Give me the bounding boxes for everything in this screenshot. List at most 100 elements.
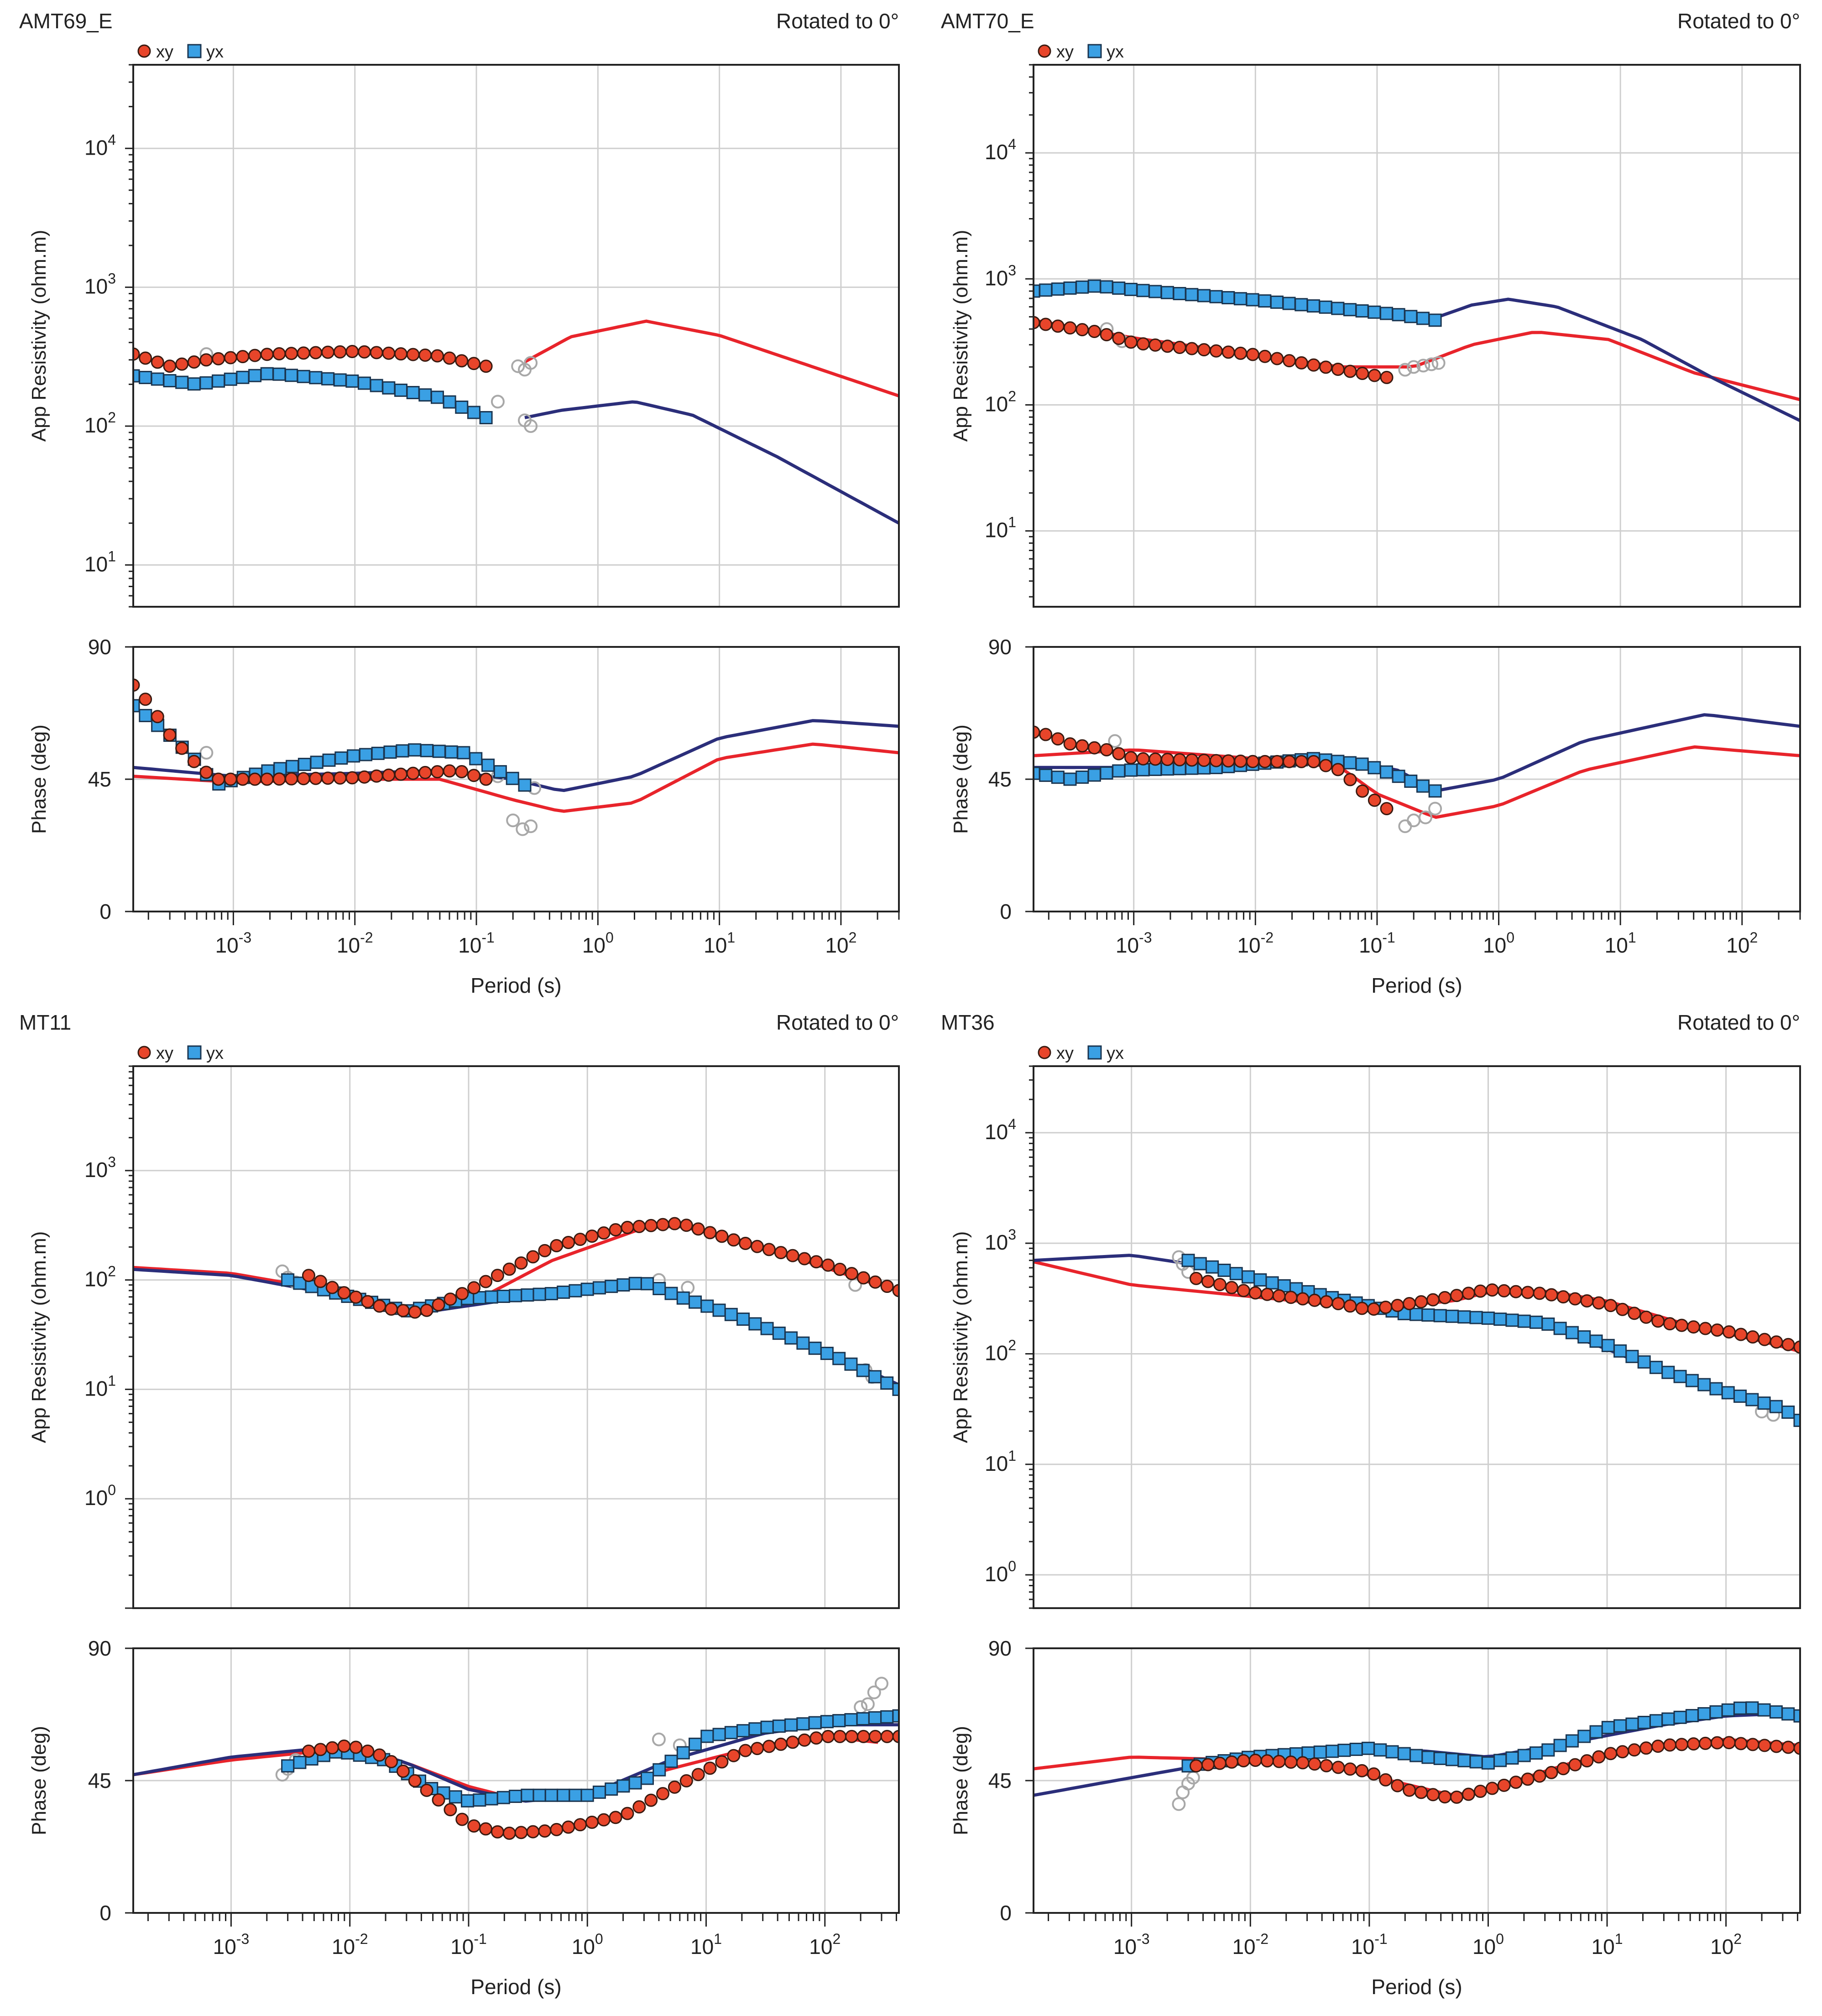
rho-xy-point bbox=[1331, 363, 1345, 376]
phase-masked-point bbox=[1428, 802, 1442, 816]
phase-yx-point bbox=[676, 1746, 690, 1760]
rho-xy-point bbox=[1272, 1289, 1286, 1303]
rho-yx-point bbox=[868, 1370, 882, 1384]
phase-xy-point bbox=[1213, 1756, 1227, 1770]
rho-xy-point bbox=[644, 1219, 658, 1232]
rho-masked-point bbox=[524, 356, 538, 370]
phase-yx-point bbox=[1697, 1707, 1711, 1720]
rho-yx-point bbox=[689, 1295, 702, 1309]
rho-yx-point bbox=[796, 1336, 810, 1350]
phase-yx-point bbox=[1457, 1754, 1471, 1767]
phase-yx-point bbox=[533, 1788, 546, 1802]
rho-tick-label: 102 bbox=[84, 1263, 116, 1291]
phase-yx-point bbox=[1368, 761, 1381, 775]
rho-yx-point bbox=[309, 371, 323, 385]
rho-yx-point bbox=[1404, 310, 1418, 323]
rho-xy-point bbox=[248, 349, 262, 362]
phase-data bbox=[133, 1677, 899, 1840]
rho-yx-point bbox=[844, 1357, 858, 1371]
phase-plot: 0 45 90 10-3 10-2 10-1 100 101 102 Period (s) Phas… bbox=[950, 1636, 1801, 1999]
rho-yx-point bbox=[1530, 1315, 1543, 1329]
phase-xy-point bbox=[212, 772, 225, 786]
rho-yx-point bbox=[1541, 1317, 1555, 1331]
rho-yx-point bbox=[236, 370, 250, 384]
phase-yx-point bbox=[1553, 1739, 1567, 1752]
phase-xy-point bbox=[1675, 1738, 1688, 1751]
rho-xy-point bbox=[809, 1255, 823, 1269]
rho-yx-point bbox=[1343, 303, 1357, 317]
phase-xy-point bbox=[1734, 1737, 1748, 1750]
rho-yx-point bbox=[820, 1347, 834, 1360]
phase-xy-point bbox=[151, 710, 164, 724]
rho-yx-point bbox=[808, 1341, 822, 1355]
rho-yx-point bbox=[1265, 1276, 1279, 1290]
phase-yx-point bbox=[796, 1717, 810, 1731]
phase-yx-point bbox=[449, 1790, 462, 1804]
rho-yx-point bbox=[333, 373, 347, 387]
rho-xy-point bbox=[1426, 1293, 1440, 1307]
phase-xy-point bbox=[345, 771, 359, 785]
phase-yx-point bbox=[700, 1729, 714, 1743]
phase-yx-point bbox=[1601, 1721, 1615, 1735]
phase-yx-point bbox=[1404, 774, 1418, 788]
rho-model-curve-xy bbox=[1034, 318, 1800, 401]
rho-xy-point bbox=[1124, 335, 1138, 349]
rho-xy-point bbox=[562, 1236, 575, 1250]
resistivity-plot: 100 101 102 103 104 App Resistivity (ohm.m) bbox=[950, 1065, 1801, 1609]
phase-yx-point bbox=[493, 765, 507, 779]
rho-yx-point bbox=[163, 374, 177, 388]
legend-xy-marker bbox=[137, 44, 151, 58]
phase-xy-point bbox=[1331, 763, 1345, 776]
rho-tick-label: 101 bbox=[985, 1448, 1016, 1475]
rho-yx-point bbox=[1209, 290, 1223, 303]
phase-yx-point bbox=[1075, 771, 1089, 784]
rho-xy-point bbox=[1722, 1325, 1736, 1339]
phase-yx-point bbox=[1733, 1701, 1747, 1715]
rho-xy-point bbox=[1260, 1287, 1274, 1301]
phase-xy-point bbox=[349, 1740, 363, 1754]
rho-yx-point bbox=[1757, 1396, 1771, 1410]
phase-xy-point bbox=[585, 1815, 599, 1829]
rho-xy-point bbox=[774, 1246, 788, 1260]
rho-yx-point bbox=[248, 369, 262, 382]
phase-yx-point bbox=[444, 745, 458, 759]
phase-xy-point bbox=[1149, 752, 1162, 766]
rho-tick-label: 104 bbox=[985, 1116, 1016, 1144]
rho-xy-point bbox=[502, 1262, 516, 1276]
rho-xy-point bbox=[212, 352, 225, 365]
phase-tick-label: 0 bbox=[1000, 1901, 1012, 1925]
phase-yx-point bbox=[772, 1719, 786, 1733]
rho-xy-point bbox=[382, 346, 396, 360]
phase-xy-point bbox=[1209, 754, 1223, 767]
phase-xy-point bbox=[1136, 752, 1150, 766]
phase-yx-point bbox=[1721, 1703, 1735, 1717]
phase-xy-point bbox=[1403, 1783, 1416, 1797]
phase-xy-point bbox=[821, 1729, 835, 1743]
rho-xy-point bbox=[1222, 345, 1235, 359]
phase-xy-point bbox=[856, 1729, 870, 1743]
phase-yx-point bbox=[628, 1776, 642, 1790]
rho-xy-point bbox=[1628, 1307, 1641, 1320]
rho-yx-point bbox=[1433, 1309, 1447, 1323]
rho-xy-point bbox=[1450, 1289, 1463, 1302]
phase-xy-point bbox=[418, 766, 432, 779]
rho-yx-point bbox=[1063, 281, 1077, 295]
rho-yx-point bbox=[1295, 298, 1308, 312]
phase-yx-point bbox=[1063, 772, 1077, 786]
rho-xy-point bbox=[656, 1218, 670, 1231]
rho-tick-label: 104 bbox=[84, 131, 116, 159]
rho-xy-point bbox=[430, 349, 444, 363]
rho-yx-point bbox=[533, 1287, 546, 1301]
rho-yx-point bbox=[1355, 304, 1369, 318]
rho-xy-point bbox=[573, 1233, 587, 1246]
rho-tick-label: 103 bbox=[985, 1226, 1016, 1254]
rho-xy-point bbox=[1307, 358, 1321, 372]
rho-yx-point bbox=[1589, 1334, 1603, 1348]
rho-xy-point bbox=[370, 346, 383, 359]
rho-tick-label: 102 bbox=[985, 388, 1016, 416]
rho-data bbox=[133, 1217, 899, 1396]
rho-xy-point bbox=[1201, 1275, 1215, 1288]
rotation-label: Rotated to 0° bbox=[776, 1011, 899, 1034]
rho-xy-point bbox=[762, 1243, 776, 1256]
phase-xy-point bbox=[479, 772, 493, 786]
